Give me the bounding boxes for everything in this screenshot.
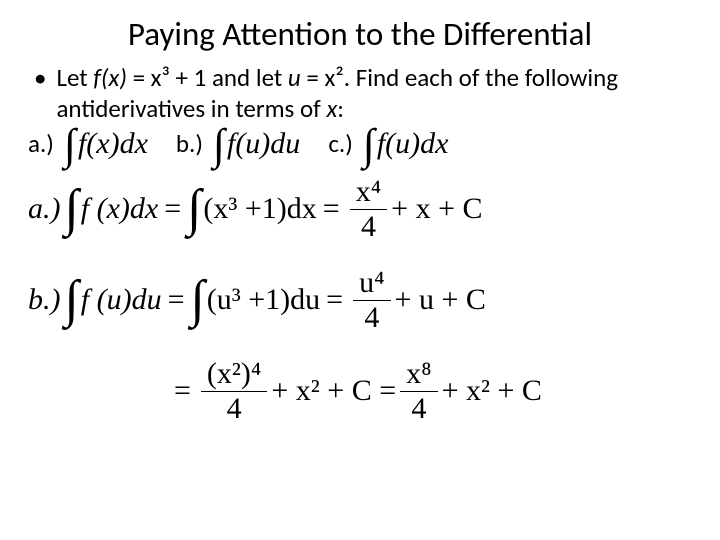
part-b: b.) ∫f(u)du [176,127,300,161]
solution-b: b.) ∫ f (u)du = ∫ (u³ +1)du = u⁴ 4 + u +… [28,268,692,333]
parts-row: a.) ∫f(x)dx b.) ∫f(u)du c.) ∫f(u)dx [28,127,692,161]
solution-a: a.) ∫ f (x)dx = ∫ (x³ +1)dx = x⁴ 4 + x +… [28,177,692,242]
part-b-label: b.) [176,128,203,159]
part-c: c.) ∫f(u)dx [328,127,448,161]
bullet-dot: • [34,62,46,93]
bullet-text: Let f(x) = x³ + 1 and let u = x². Find e… [56,62,692,125]
part-a-label: a.) [28,128,54,159]
fraction: x⁸ 4 [400,359,437,424]
slide-title: Paying Attention to the Differential [28,14,692,54]
part-c-label: c.) [328,128,352,159]
solution-b-continued: = (x²)⁴ 4 + x² + C = x⁸ 4 + x² + C [168,359,692,424]
bullet-item: • Let f(x) = x³ + 1 and let u = x². Find… [28,62,692,125]
solutions-block: a.) ∫ f (x)dx = ∫ (x³ +1)dx = x⁴ 4 + x +… [28,177,692,424]
fraction: u⁴ 4 [353,268,390,333]
part-a: a.) ∫f(x)dx [28,127,148,161]
fraction: x⁴ 4 [350,177,387,242]
fraction: (x²)⁴ 4 [201,359,267,424]
